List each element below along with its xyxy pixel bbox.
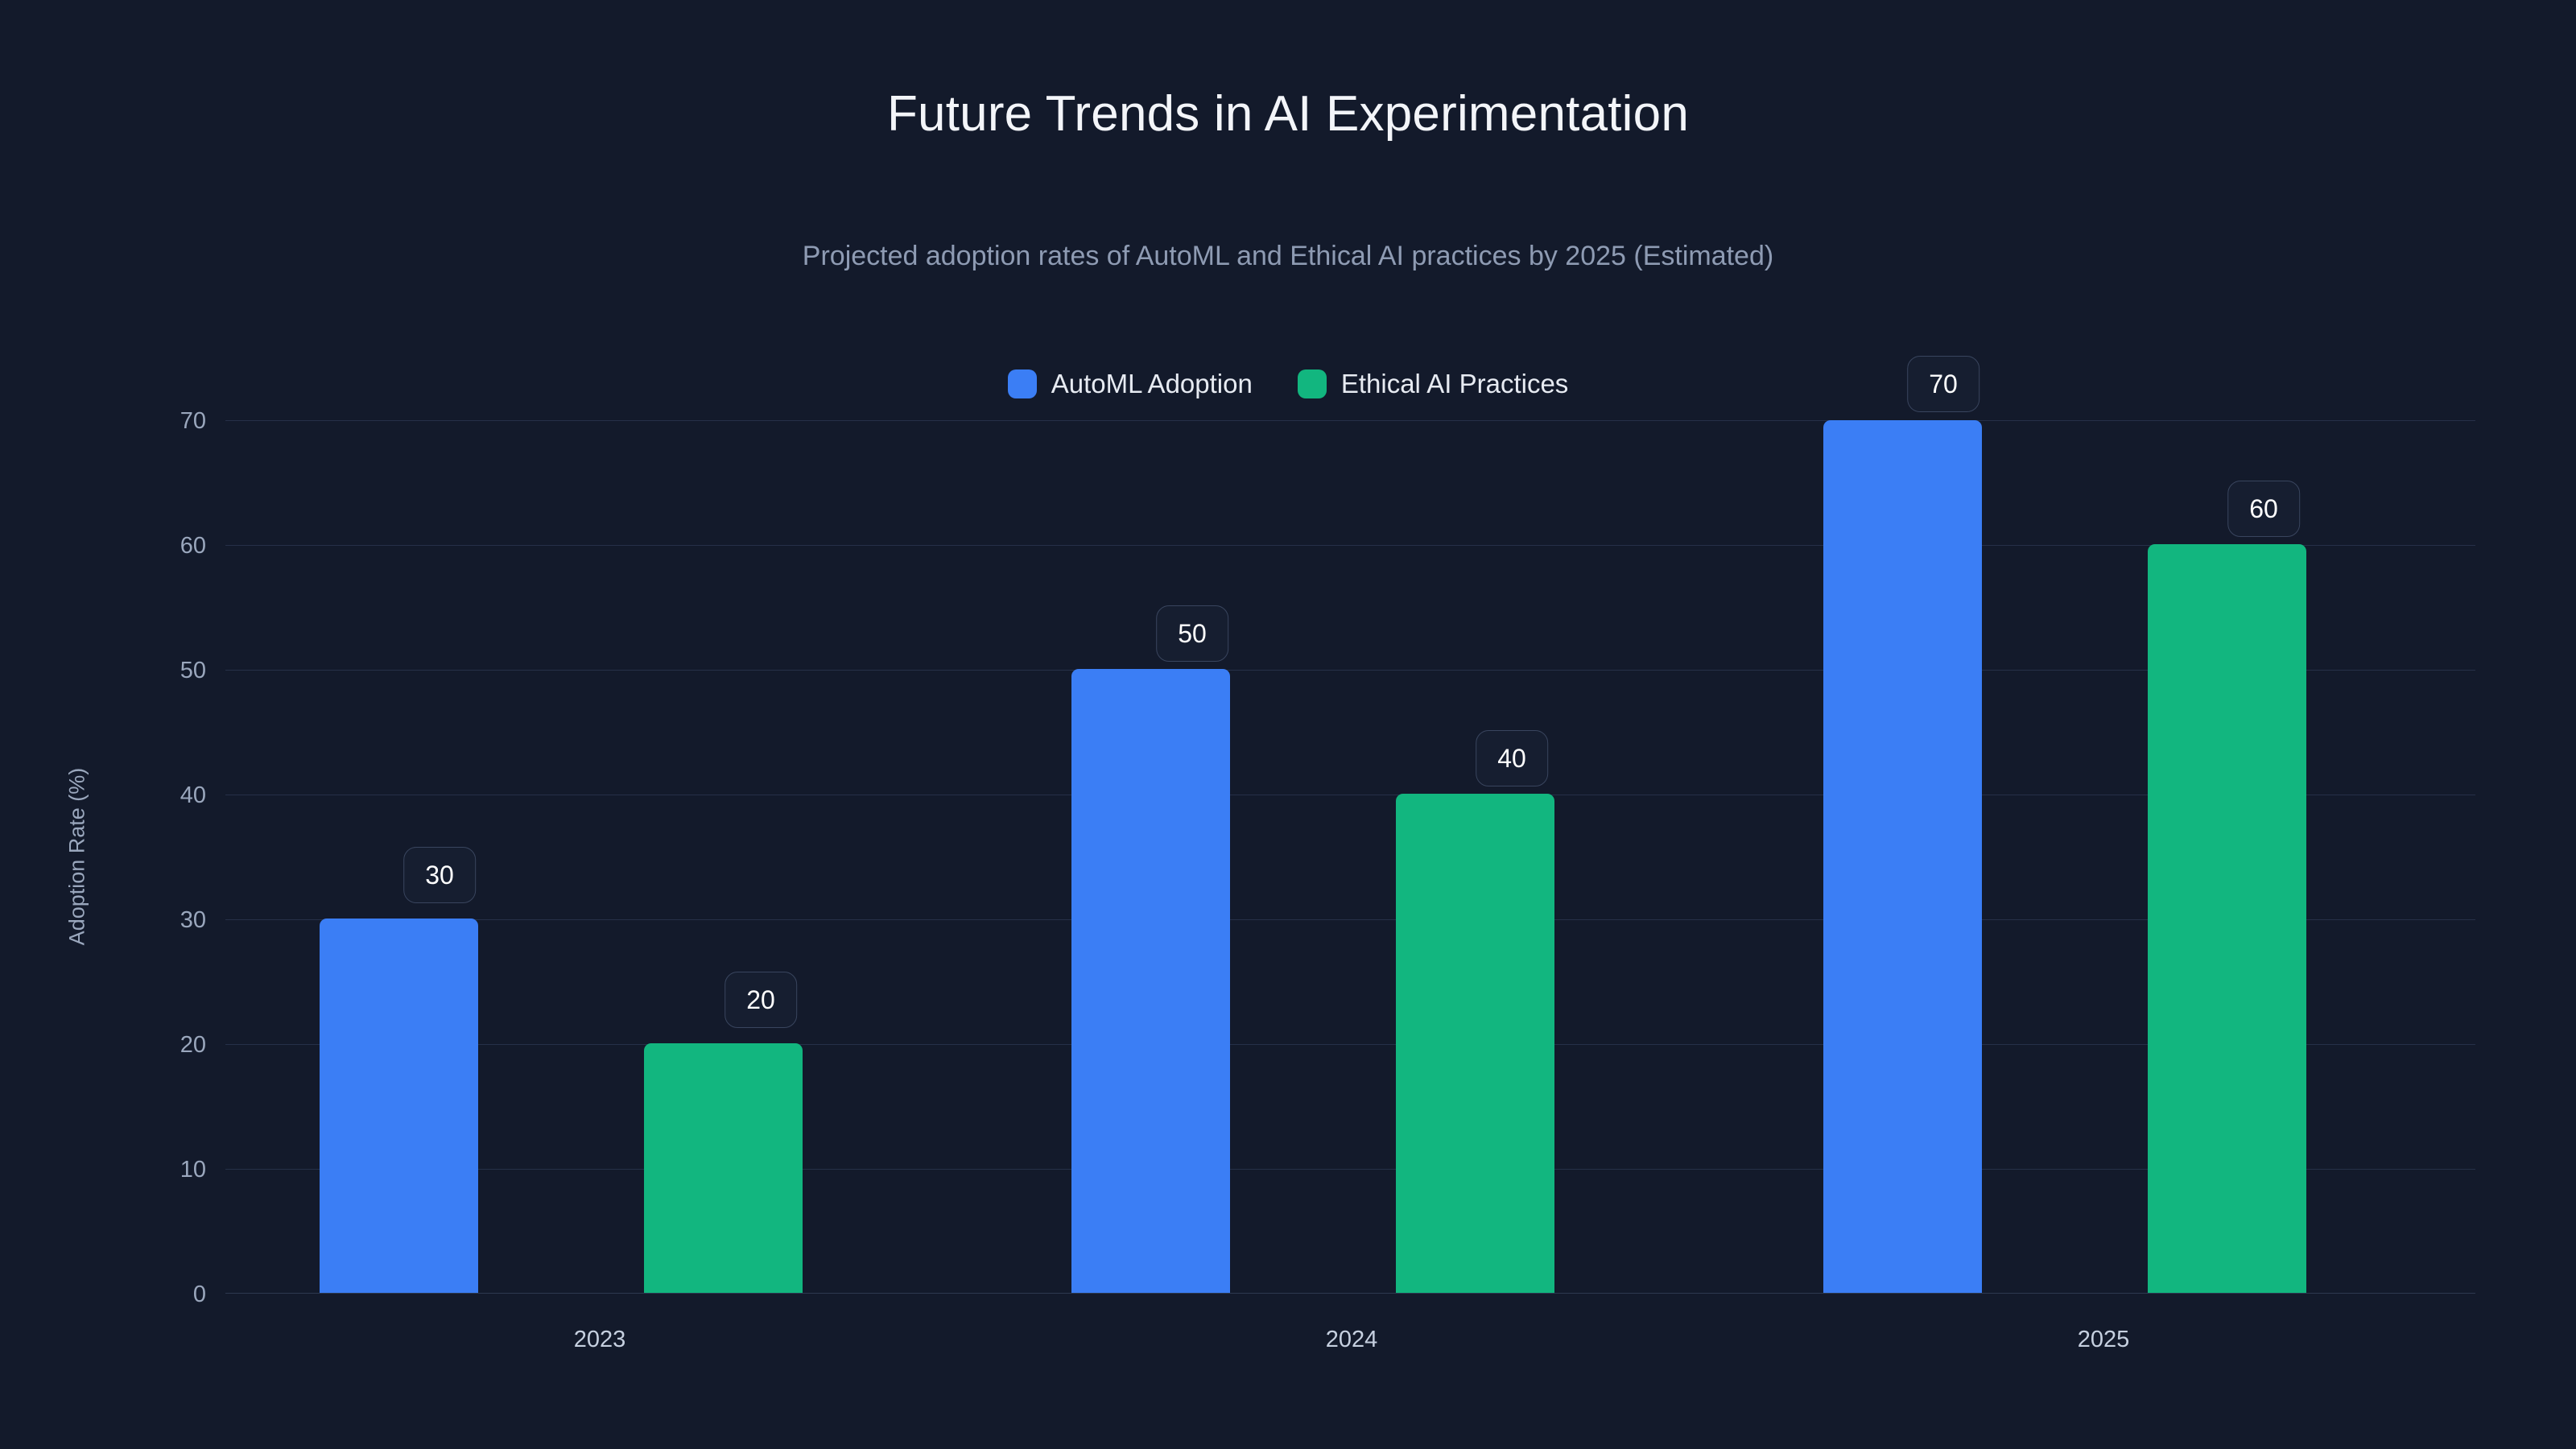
y-tick-label: 10 — [180, 1157, 206, 1183]
bar-2025-ethical-ai-practices[interactable] — [2148, 544, 2306, 1293]
bar-2024-automl-adoption[interactable] — [1071, 669, 1230, 1293]
x-tick-label-2025: 2025 — [2077, 1327, 2130, 1352]
bar-2023-automl-adoption[interactable] — [320, 919, 478, 1293]
chart-title: Future Trends in AI Experimentation — [886, 86, 1690, 142]
value-label-2025-automl: 70 — [1907, 356, 1979, 412]
chart-subtitle: Projected adoption rates of AutoML and E… — [802, 241, 1774, 271]
y-tick-label: 70 — [180, 408, 206, 434]
value-label-2023-automl: 30 — [403, 847, 476, 903]
y-tick-label: 40 — [180, 782, 206, 808]
x-tick-label-2024: 2024 — [1325, 1327, 1378, 1352]
chart-legend: AutoML Adoption Ethical AI Practices — [0, 369, 2576, 399]
gridline-50 — [225, 670, 2475, 671]
plot-area — [225, 420, 2475, 1294]
legend-label: Ethical AI Practices — [1340, 369, 1569, 398]
value-label-2024-automl: 50 — [1156, 605, 1228, 662]
legend-swatch-icon — [1007, 369, 1037, 398]
bar-2024-ethical-ai-practices[interactable] — [1396, 794, 1554, 1293]
gridline-70 — [225, 420, 2475, 421]
bar-2025-automl-adoption[interactable] — [1823, 420, 1982, 1293]
gridline-20 — [225, 1044, 2475, 1045]
y-tick-label: 30 — [180, 907, 206, 933]
x-tick-label-2023: 2023 — [573, 1327, 626, 1352]
gridline-60 — [225, 545, 2475, 546]
legend-label: AutoML Adoption — [1051, 369, 1253, 398]
legend-item-ethical-ai-practices[interactable]: Ethical AI Practices — [1297, 369, 1569, 399]
y-tick-label: 0 — [192, 1282, 206, 1307]
gridline-30 — [225, 919, 2475, 920]
value-label-2024-ethical: 40 — [1476, 730, 1548, 786]
gridline-0-baseline — [225, 1293, 2475, 1294]
legend-item-automl-adoption[interactable]: AutoML Adoption — [1007, 369, 1253, 399]
y-tick-label: 20 — [180, 1032, 206, 1058]
value-label-2025-ethical: 60 — [2227, 481, 2300, 537]
gridline-10 — [225, 1169, 2475, 1170]
bar-2023-ethical-ai-practices[interactable] — [644, 1043, 803, 1293]
y-tick-label: 60 — [180, 533, 206, 559]
y-axis-title: Adoption Rate (%) — [64, 767, 89, 946]
y-tick-label: 50 — [180, 658, 206, 683]
legend-swatch-icon — [1297, 369, 1327, 398]
value-label-2023-ethical: 20 — [724, 972, 797, 1028]
